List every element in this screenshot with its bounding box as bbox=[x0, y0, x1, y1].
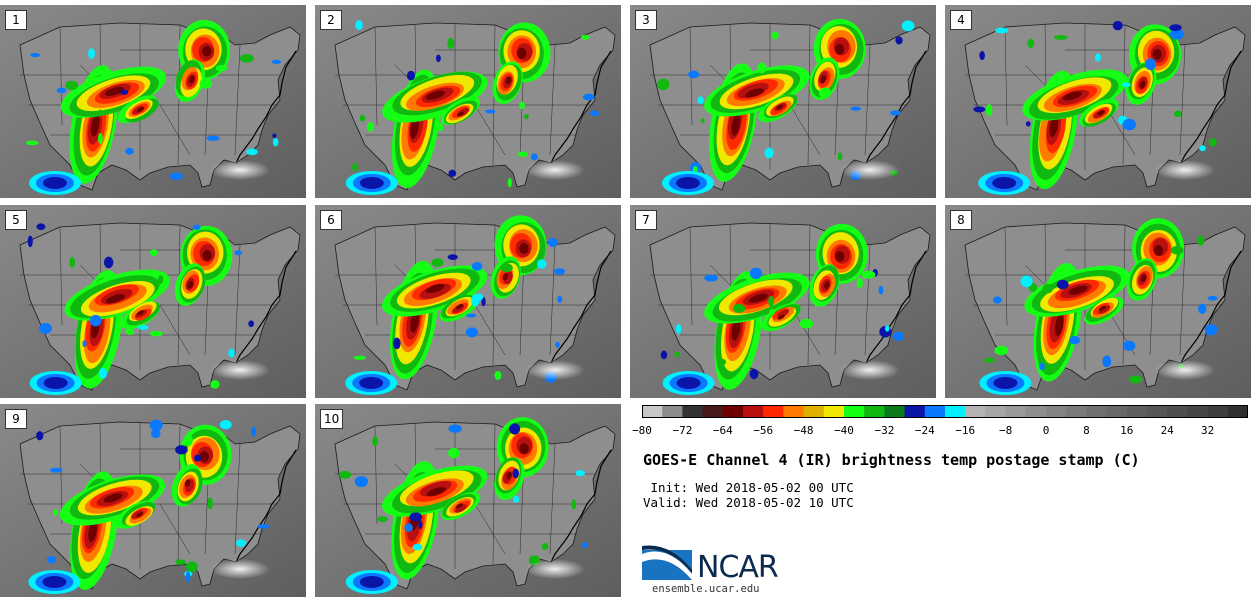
colorbar-swatch bbox=[1005, 405, 1027, 417]
panel-number: 6 bbox=[320, 210, 342, 230]
postage-stamp-panel-7[interactable]: 7 bbox=[630, 205, 936, 398]
panel-number: 5 bbox=[5, 210, 27, 230]
postage-stamp-panel-9[interactable]: 9 bbox=[0, 404, 306, 597]
colorbar-tick-label: 16 bbox=[1120, 424, 1134, 437]
valid-time: Valid: Wed 2018-05-02 10 UTC bbox=[643, 495, 854, 510]
colorbar-swatch bbox=[965, 405, 986, 417]
colorbar-swatch bbox=[1126, 405, 1148, 417]
figure-title: GOES-E Channel 4 (IR) brightness temp po… bbox=[643, 451, 1140, 469]
colorbar bbox=[642, 405, 1248, 418]
postage-stamp-panel-3[interactable]: 3 bbox=[630, 5, 936, 198]
colorbar-tick-label: −24 bbox=[914, 424, 935, 437]
panel-number: 9 bbox=[5, 409, 27, 429]
init-time: Init: Wed 2018-05-02 00 UTC bbox=[643, 480, 854, 495]
postage-stamp-panel-8[interactable]: 8 bbox=[945, 205, 1251, 398]
colorbar-swatch bbox=[702, 405, 724, 417]
colorbar-swatch bbox=[1147, 405, 1168, 417]
ir-brightness-map bbox=[315, 404, 621, 597]
colorbar-tick-label: 0 bbox=[1042, 424, 1050, 437]
colorbar-swatch bbox=[1066, 405, 1087, 417]
colorbar-swatch bbox=[823, 405, 845, 417]
ir-brightness-map bbox=[630, 205, 936, 398]
panel-number: 8 bbox=[950, 210, 972, 230]
colorbar-swatch bbox=[1106, 405, 1128, 417]
colorbar-swatch bbox=[1167, 405, 1188, 417]
colorbar-tick-label: −64 bbox=[712, 424, 733, 437]
panel-number: 10 bbox=[320, 409, 344, 429]
ir-brightness-map bbox=[630, 5, 936, 198]
colorbar-swatch bbox=[682, 405, 704, 417]
panel-number: 1 bbox=[5, 10, 27, 30]
colorbar-tick-labels: −80 −72 −64 −56 −48 −40 −32 −24 −16 −8 0 8 16 24 32 bbox=[632, 424, 1252, 438]
colorbar-tick-label: −72 bbox=[672, 424, 693, 437]
panel-number: 2 bbox=[320, 10, 342, 30]
colorbar-swatch bbox=[844, 405, 865, 417]
panel-number: 4 bbox=[950, 10, 972, 30]
colorbar-swatch bbox=[1207, 405, 1229, 417]
colorbar-tick-label: −56 bbox=[753, 424, 774, 437]
colorbar-swatch bbox=[803, 405, 825, 417]
ir-brightness-map bbox=[0, 404, 306, 597]
colorbar-swatch bbox=[904, 405, 926, 417]
ir-brightness-map bbox=[315, 205, 621, 398]
ncar-wordmark: NCAR bbox=[697, 550, 779, 585]
ir-brightness-map bbox=[315, 5, 621, 198]
source-url[interactable]: ensemble.ucar.edu bbox=[652, 583, 760, 595]
colorbar-swatch bbox=[884, 405, 906, 417]
colorbar-swatch bbox=[1046, 405, 1067, 417]
colorbar-tick-label: −80 bbox=[632, 424, 652, 437]
colorbar-tick-label: 32 bbox=[1200, 424, 1215, 437]
colorbar-tick-label: −40 bbox=[834, 424, 854, 437]
colorbar-swatch bbox=[763, 405, 784, 417]
colorbar-swatch bbox=[1187, 405, 1209, 417]
colorbar-swatch bbox=[1086, 405, 1108, 417]
colorbar-swatch bbox=[985, 405, 1007, 417]
ir-brightness-map bbox=[945, 5, 1251, 198]
panel-number: 3 bbox=[635, 10, 657, 30]
colorbar-swatch bbox=[642, 405, 663, 417]
colorbar-swatch bbox=[662, 405, 683, 417]
ir-brightness-map bbox=[0, 205, 306, 398]
postage-stamp-panel-1[interactable]: 1 bbox=[0, 5, 306, 198]
colorbar-swatch bbox=[1227, 405, 1248, 417]
colorbar-tick-label: 8 bbox=[1083, 424, 1090, 437]
ncar-logo-icon bbox=[642, 540, 694, 582]
panel-number: 7 bbox=[635, 210, 657, 230]
postage-stamp-panel-10[interactable]: 10 bbox=[315, 404, 621, 597]
colorbar-swatch bbox=[924, 405, 946, 417]
colorbar-tick-label: −8 bbox=[998, 424, 1013, 437]
colorbar-tick-label: −48 bbox=[793, 424, 814, 437]
colorbar-swatch bbox=[783, 405, 805, 417]
postage-stamp-panel-5[interactable]: 5 bbox=[0, 205, 306, 398]
ir-brightness-map bbox=[945, 205, 1251, 398]
colorbar-swatch bbox=[864, 405, 885, 417]
colorbar-swatch bbox=[722, 405, 744, 417]
colorbar-tick-label: −16 bbox=[955, 424, 976, 437]
ir-brightness-map bbox=[0, 5, 306, 198]
colorbar-tick-label: −32 bbox=[874, 424, 895, 437]
colorbar-swatch bbox=[1025, 405, 1047, 417]
colorbar-swatch bbox=[945, 405, 966, 417]
colorbar-swatch bbox=[743, 405, 764, 417]
postage-stamp-panel-2[interactable]: 2 bbox=[315, 5, 621, 198]
postage-stamp-panel-4[interactable]: 4 bbox=[945, 5, 1251, 198]
colorbar-tick-label: 24 bbox=[1160, 424, 1174, 437]
postage-stamp-panel-6[interactable]: 6 bbox=[315, 205, 621, 398]
